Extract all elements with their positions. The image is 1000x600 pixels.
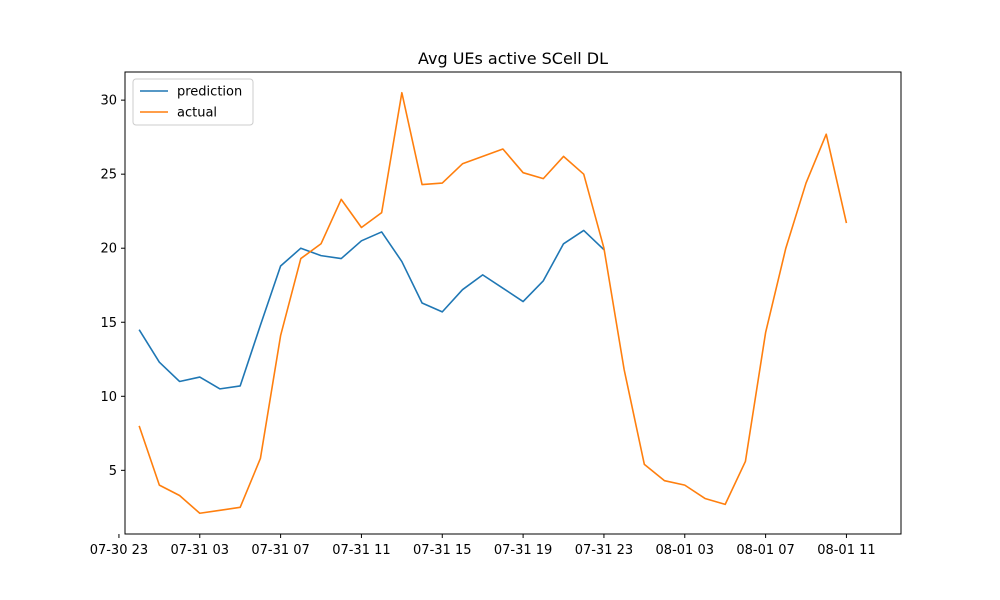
chart-title: Avg UEs active SCell DL [418,49,608,68]
legend: prediction actual [132,78,254,126]
series-line-prediction [138,229,605,390]
y-tick-label: 25 [100,168,117,183]
x-tick-label: 07-31 07 [251,543,309,558]
series-line-actual [138,91,848,515]
x-tick-label: 07-31 11 [332,543,390,558]
legend-label: actual [177,106,217,121]
y-tick-label: 30 [100,94,117,109]
y-axis: 5 10 15 20 25 30 [100,94,125,479]
y-tick-label: 10 [100,390,117,405]
plot-area [124,71,902,535]
legend-label: prediction [177,85,242,100]
y-tick-label: 5 [109,464,117,479]
x-axis: 07-30 23 07-31 03 07-31 07 07-31 11 07-31 15… [90,534,876,558]
x-tick-label: 07-31 19 [494,543,552,558]
x-tick-label: 08-01 03 [656,543,714,558]
y-tick-label: 15 [100,316,117,331]
series-layer [138,91,848,515]
x-tick-label: 07-30 23 [90,543,148,558]
x-tick-label: 08-01 11 [817,543,875,558]
x-tick-label: 07-31 15 [413,543,471,558]
y-tick-label: 20 [100,242,117,257]
x-tick-label: 07-31 03 [171,543,229,558]
x-tick-label: 07-31 23 [575,543,633,558]
x-tick-label: 08-01 07 [736,543,794,558]
